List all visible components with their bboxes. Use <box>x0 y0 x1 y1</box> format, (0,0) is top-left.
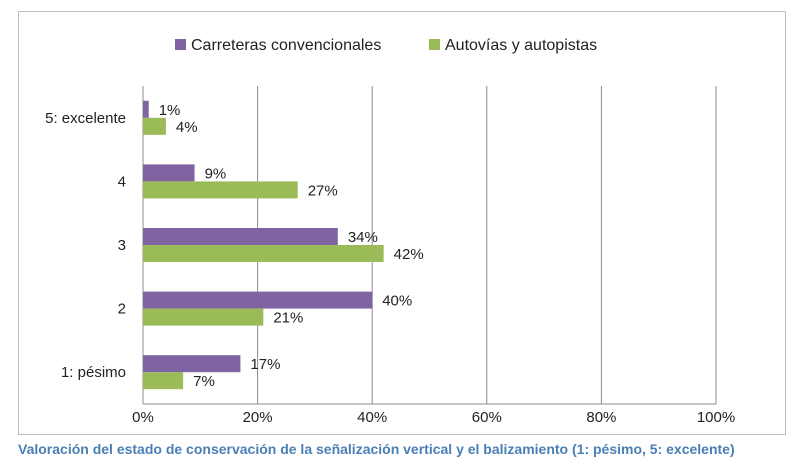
data-label: 34% <box>348 229 378 246</box>
bar-convencionales <box>143 164 195 182</box>
bar-convencionales <box>143 291 373 309</box>
category-label: 4 <box>118 173 126 190</box>
data-label: 42% <box>394 246 424 263</box>
data-label: 1% <box>159 102 181 119</box>
bar-autovias <box>143 117 166 135</box>
data-label: 27% <box>308 182 338 199</box>
bar-convencionales <box>143 355 241 373</box>
bar-autovias <box>143 181 298 199</box>
data-label: 4% <box>176 119 198 136</box>
category-label: 3 <box>118 237 126 254</box>
data-label: 40% <box>382 293 412 310</box>
legend-label: Autovías y autopistas <box>445 37 597 54</box>
bar-chart: 0% 20% 40% 60% 80% 100%5: excelente 1%4%4 9%27%… <box>45 37 735 426</box>
chart-frame: 0% 20% 40% 60% 80% 100% 5: excelente 1% 4% 4 9% 27%… <box>18 11 786 435</box>
x-tick-label: 60% <box>472 409 502 426</box>
category-label: 1: pésimo <box>61 364 126 381</box>
legend-swatch <box>175 39 186 50</box>
data-label: 17% <box>250 356 280 373</box>
data-label: 9% <box>205 165 227 182</box>
x-tick-label: 100% <box>697 409 735 426</box>
x-tick-label: 0% <box>132 409 154 426</box>
x-tick-label: 40% <box>357 409 387 426</box>
category-label: 2 <box>118 301 126 318</box>
bar-convencionales <box>143 100 149 118</box>
chart-caption: Valoración del estado de conservación de… <box>18 441 735 457</box>
bar-convencionales <box>143 228 338 245</box>
legend-swatch <box>429 39 440 50</box>
bar-autovias <box>143 372 184 390</box>
data-label: 7% <box>193 373 215 390</box>
bar-autovias <box>143 245 384 262</box>
bar-autovias <box>143 308 264 326</box>
legend-label: Carreteras convencionales <box>191 37 381 54</box>
x-tick-label: 80% <box>586 409 616 426</box>
data-label: 21% <box>273 310 303 327</box>
x-tick-label: 20% <box>243 409 273 426</box>
category-label: 5: excelente <box>45 110 126 127</box>
